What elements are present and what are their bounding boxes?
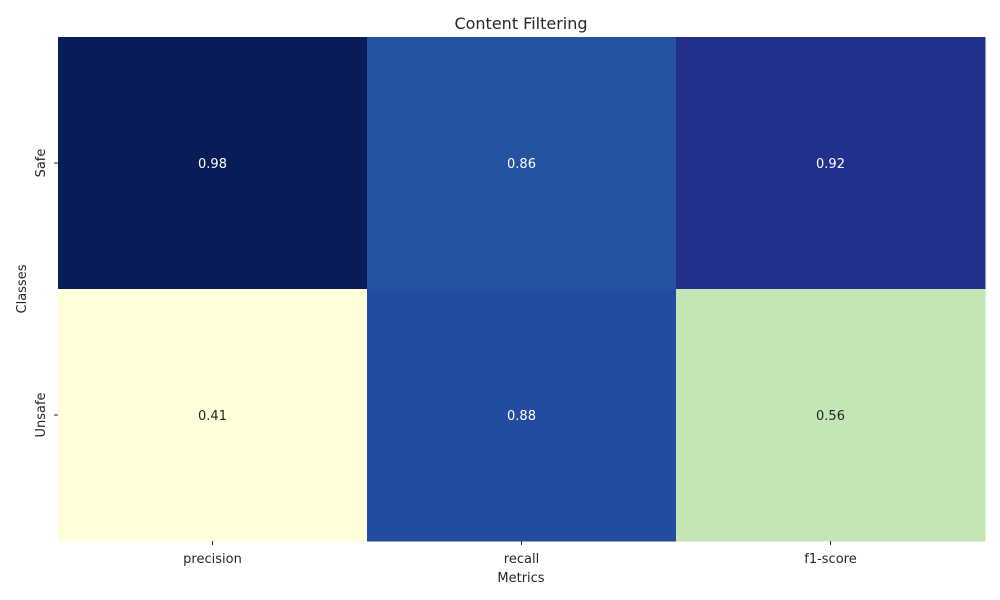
cell-value-label: 0.88 <box>507 409 536 424</box>
x-tick-label: recall <box>504 552 539 567</box>
heatmap-cell-safe-recall <box>367 37 677 290</box>
x-axis-label: Metrics <box>497 571 544 586</box>
chart-title: Content Filtering <box>454 14 587 33</box>
heatmap-cell-unsafe-precision <box>58 289 368 542</box>
cell-value-label: 0.41 <box>198 409 227 424</box>
heatmap-cell-unsafe-f1-score <box>676 289 986 542</box>
x-tick-label: f1-score <box>804 552 856 567</box>
y-tick-label: Safe <box>34 149 49 178</box>
cell-annotations: 0.98 0.86 0.92 0.41 0.88 0.56 <box>198 157 845 424</box>
heatmap-cells <box>58 37 986 542</box>
y-axis-label: Classes <box>15 264 30 313</box>
heatmap-cell-unsafe-recall <box>367 289 677 542</box>
heatmap-cell-safe-f1-score <box>676 37 986 290</box>
x-tick-label: precision <box>183 552 242 567</box>
heatmap-cell-safe-precision <box>58 37 368 290</box>
cell-value-label: 0.98 <box>198 157 227 172</box>
cell-value-label: 0.56 <box>816 409 845 424</box>
x-axis: precision recall f1-score <box>183 541 857 567</box>
cell-value-label: 0.86 <box>507 157 536 172</box>
y-axis: Safe Unsafe <box>34 149 58 438</box>
cell-value-label: 0.92 <box>816 157 845 172</box>
y-tick-label: Unsafe <box>34 392 49 437</box>
